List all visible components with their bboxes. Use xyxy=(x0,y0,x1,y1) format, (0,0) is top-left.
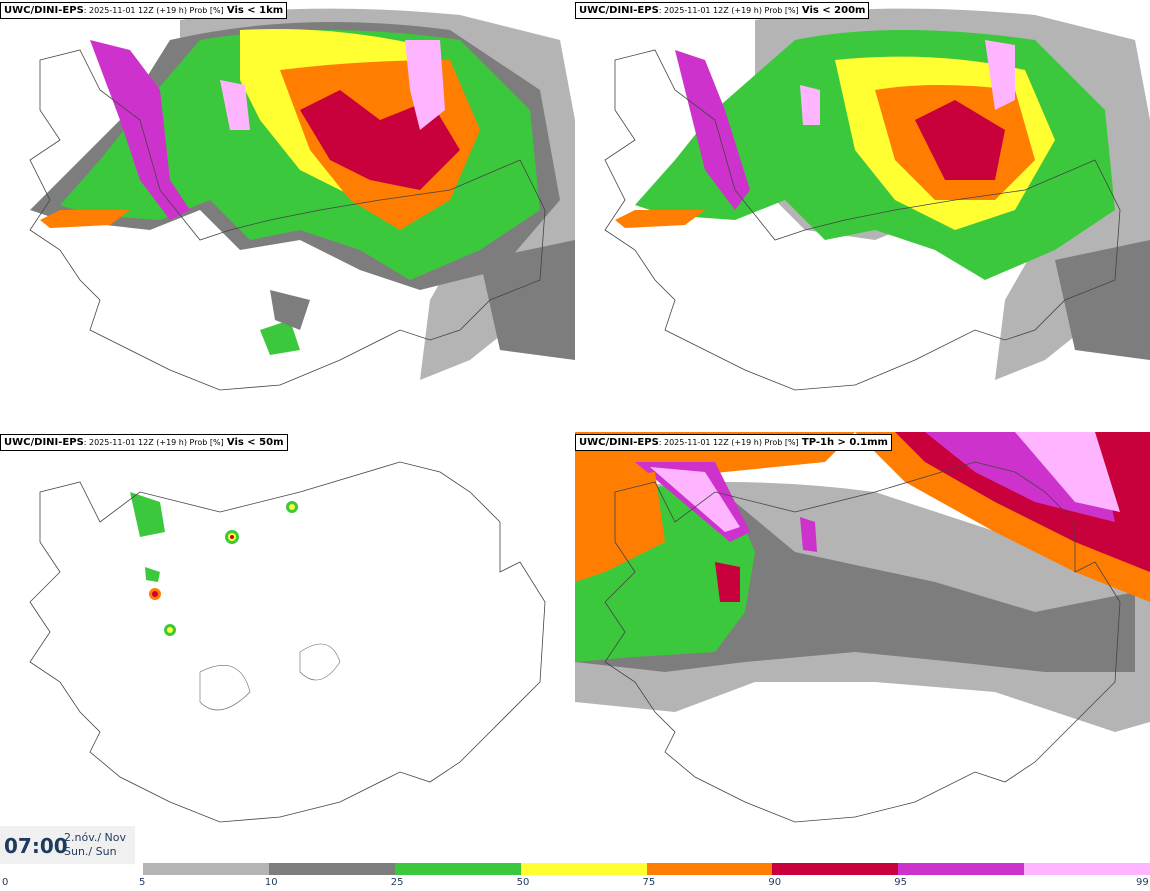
probability-map xyxy=(575,432,1150,862)
map-panel-vis-200m: UWC/DINI-EPS: 2025-11-01 12Z (+19 h) Pro… xyxy=(575,0,1150,430)
probability-colorbar xyxy=(143,863,1150,875)
colorbar-tick-label: 10 xyxy=(264,877,278,888)
colorbar-band xyxy=(898,863,1025,875)
probability-map xyxy=(0,432,575,862)
valid-date-line1: 2.nóv./ Nov xyxy=(64,831,127,844)
colorbar-band xyxy=(268,863,395,875)
colorbar-tick-label: 75 xyxy=(642,877,656,888)
run-info: : 2025-11-01 12Z (+19 h) Prob [%] xyxy=(658,6,799,15)
panel-title: UWC/DINI-EPS: 2025-11-01 12Z (+19 h) Pro… xyxy=(0,434,288,451)
map-panel-precip: UWC/DINI-EPS: 2025-11-01 12Z (+19 h) Pro… xyxy=(575,432,1150,862)
map-panel-vis-1km: UWC/DINI-EPS: 2025-11-01 12Z (+19 h) Pro… xyxy=(0,0,575,430)
colorbar-band xyxy=(772,863,899,875)
valid-date-line2: Sun./ Sun xyxy=(64,845,117,858)
run-info: : 2025-11-01 12Z (+19 h) Prob [%] xyxy=(83,438,224,447)
model-name: UWC/DINI-EPS xyxy=(4,5,84,16)
colorbar-tick-label: 5 xyxy=(139,877,146,888)
valid-date: 2.nóv./ Nov Sun./ Sun xyxy=(64,831,126,859)
model-name: UWC/DINI-EPS xyxy=(579,437,659,448)
panel-title: UWC/DINI-EPS: 2025-11-01 12Z (+19 h) Pro… xyxy=(0,2,288,19)
variable-label: Vis < 1km xyxy=(226,5,284,16)
variable-label: Vis < 200m xyxy=(801,5,866,16)
variable-label: Vis < 50m xyxy=(226,437,284,448)
model-name: UWC/DINI-EPS xyxy=(579,5,659,16)
colorbar-band xyxy=(646,863,773,875)
run-info: : 2025-11-01 12Z (+19 h) Prob [%] xyxy=(83,6,224,15)
probability-map xyxy=(0,0,575,430)
run-info: : 2025-11-01 12Z (+19 h) Prob [%] xyxy=(658,438,799,447)
variable-label: TP-1h > 0.1mm xyxy=(801,437,888,448)
colorbar-tick-label: 90 xyxy=(768,877,782,888)
colorbar-tick-label: 95 xyxy=(894,877,907,888)
colorbar-band xyxy=(1024,863,1150,875)
probability-map xyxy=(575,0,1150,430)
valid-time: 07:00 xyxy=(4,834,68,858)
panel-title: UWC/DINI-EPS: 2025-11-01 12Z (+19 h) Pro… xyxy=(575,2,870,19)
colorbar-band xyxy=(394,863,521,875)
colorbar-tick-label: 0 xyxy=(2,877,9,888)
colorbar-tick-label: 50 xyxy=(516,877,530,888)
colorbar-band xyxy=(520,863,647,875)
model-name: UWC/DINI-EPS xyxy=(4,437,84,448)
colorbar-tick-label: 25 xyxy=(390,877,404,888)
colorbar-band xyxy=(143,863,269,875)
valid-time-box: 07:00 2.nóv./ Nov Sun./ Sun xyxy=(0,826,135,864)
colorbar-tick-label: 99 xyxy=(1136,877,1149,888)
panel-title: UWC/DINI-EPS: 2025-11-01 12Z (+19 h) Pro… xyxy=(575,434,892,451)
map-panel-vis-50m: UWC/DINI-EPS: 2025-11-01 12Z (+19 h) Pro… xyxy=(0,432,575,862)
